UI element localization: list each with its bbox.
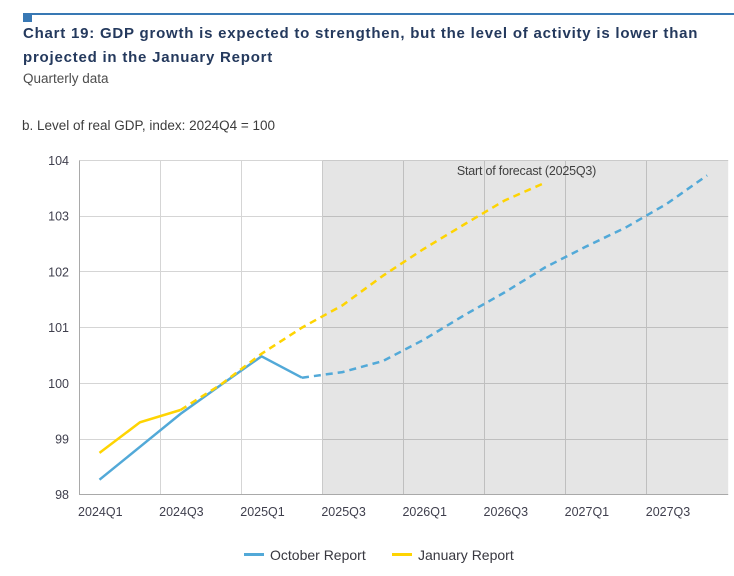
svg-text:2026Q3: 2026Q3 [484,505,529,519]
svg-text:2027Q3: 2027Q3 [646,505,691,519]
svg-text:102: 102 [48,265,69,279]
svg-text:104: 104 [48,154,69,168]
svg-text:2027Q1: 2027Q1 [565,505,610,519]
svg-text:99: 99 [55,433,69,447]
svg-text:103: 103 [48,210,69,224]
svg-text:100: 100 [48,377,69,391]
svg-text:2026Q1: 2026Q1 [402,505,447,519]
svg-text:98: 98 [55,488,69,502]
svg-text:Start of forecast (2025Q3): Start of forecast (2025Q3) [457,164,596,178]
svg-text:2024Q1: 2024Q1 [78,505,123,519]
svg-text:101: 101 [48,321,69,335]
svg-text:2025Q1: 2025Q1 [240,505,285,519]
svg-text:2024Q3: 2024Q3 [159,505,204,519]
svg-text:2025Q3: 2025Q3 [321,505,366,519]
